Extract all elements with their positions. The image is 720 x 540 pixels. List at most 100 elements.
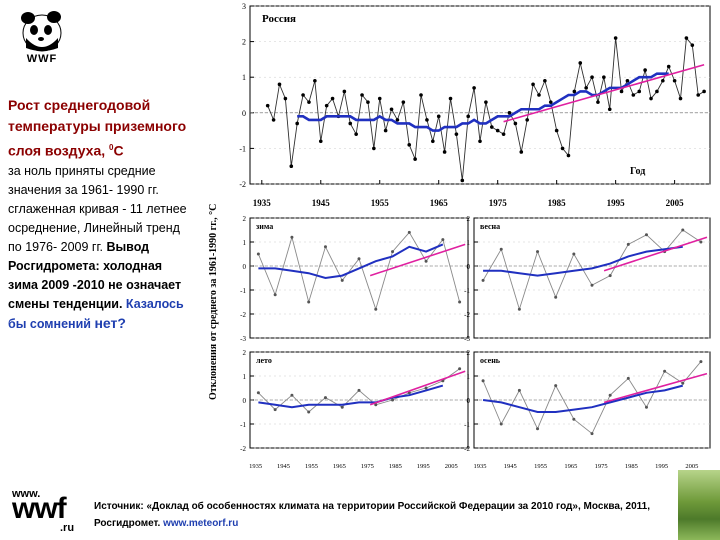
annual-point-0 — [666, 64, 671, 69]
trend-line-4 — [603, 372, 708, 404]
trend-line-3 — [369, 370, 466, 406]
method-text: за ноль приняты средние значения за 1961… — [8, 163, 187, 254]
annual-point-4 — [681, 381, 685, 385]
y-tick-label-4-3: -1 — [464, 421, 470, 429]
annual-point-0 — [543, 78, 547, 83]
annual-point-1 — [323, 245, 327, 249]
annual-point-0 — [330, 96, 335, 101]
y-tick-label-1-2: 0 — [243, 263, 247, 271]
y-tick-label-0-1: 2 — [242, 38, 246, 47]
annual-point-0 — [501, 132, 506, 136]
trend-line-1 — [369, 243, 466, 277]
annual-point-1 — [340, 278, 344, 282]
annual-point-0 — [596, 100, 600, 104]
annual-point-0 — [590, 75, 594, 79]
annual-point-4 — [536, 427, 540, 431]
description-text: за ноль приняты средние значения за 1961… — [8, 162, 188, 334]
annual-point-0 — [283, 96, 288, 101]
annual-point-2 — [517, 307, 521, 311]
annual-point-4 — [663, 369, 667, 373]
annual-point-3 — [273, 408, 277, 412]
bottom-left-x-label-3: 1965 — [333, 463, 346, 470]
bottom-left-x-label-0: 1935 — [249, 463, 262, 470]
annual-point-0 — [572, 89, 577, 94]
annual-point-1 — [441, 238, 445, 242]
y-tick-label-2-4: -2 — [464, 311, 470, 319]
annual-point-0 — [631, 93, 636, 97]
chart-title-0: Россия — [262, 13, 296, 25]
annual-point-2 — [590, 283, 594, 287]
annual-point-0 — [436, 114, 441, 119]
bottom-left-x-label-1: 1945 — [277, 463, 290, 470]
annual-point-2 — [481, 278, 485, 282]
x-tick-label-0-1: 1945 — [312, 198, 331, 208]
annual-point-3 — [256, 391, 260, 395]
annual-point-1 — [273, 293, 277, 297]
annual-point-1 — [374, 307, 378, 311]
x-tick-label-0-7: 2005 — [666, 198, 685, 208]
annual-point-0 — [289, 164, 294, 168]
annual-point-0 — [566, 153, 571, 158]
annual-point-0 — [265, 103, 270, 108]
annual-point-0 — [661, 78, 665, 83]
source-citation: Источник: «Доклад об особенностях климат… — [94, 498, 704, 532]
y-tick-label-1-0: 2 — [243, 215, 247, 223]
bottom-right-x-label-4: 1975 — [595, 463, 608, 470]
x-tick-label-0-0: 1935 — [253, 198, 272, 208]
annual-point-0 — [383, 128, 388, 133]
bottom-left-x-label-4: 1975 — [361, 463, 374, 470]
annual-point-0 — [354, 132, 358, 136]
annual-point-0 — [318, 139, 323, 144]
annual-point-2 — [626, 242, 630, 246]
annual-point-0 — [537, 93, 541, 97]
wwf-logo: WWF — [18, 8, 66, 68]
annual-point-0 — [442, 150, 447, 154]
annual-point-2 — [536, 250, 540, 254]
title-degree: 0 — [109, 143, 114, 152]
annual-point-0 — [342, 89, 347, 94]
annual-point-0 — [619, 89, 624, 94]
annual-point-0 — [702, 89, 706, 94]
y-tick-label-0-4: -1 — [239, 144, 246, 153]
annual-point-0 — [466, 114, 471, 119]
annual-point-0 — [313, 78, 317, 83]
logo-ru: .ru — [60, 522, 75, 534]
y-tick-label-1-1: 1 — [243, 239, 247, 247]
wwf-ru-logo[interactable]: www. wwf .ru — [10, 488, 90, 538]
chart-frame-1 — [249, 217, 469, 339]
bottom-right-x-label-5: 1985 — [625, 463, 638, 470]
corner-photo — [678, 470, 720, 540]
annual-point-0 — [277, 82, 282, 87]
annual-point-0 — [395, 118, 400, 122]
y-tick-label-3-2: 0 — [243, 397, 247, 405]
bottom-right-x-label-2: 1955 — [534, 463, 547, 470]
y-tick-label-4-1: 1 — [467, 373, 471, 381]
source-link[interactable]: www.meteorf.ru — [163, 518, 239, 529]
annual-point-0 — [460, 178, 465, 183]
annual-point-0 — [637, 89, 642, 94]
annual-point-3 — [458, 367, 462, 371]
logo-wwf: wwf — [12, 492, 67, 525]
annual-point-0 — [625, 78, 630, 83]
y-tick-label-0-3: 0 — [242, 109, 246, 118]
question-text: Казалось бы сомнений нет? — [8, 297, 184, 331]
temperature-charts: Отклонения от среднего за 1961-1990 гг.,… — [198, 0, 720, 470]
logo-www: www. — [12, 488, 41, 500]
annual-point-0 — [372, 146, 376, 151]
x-tick-label-0-6: 1995 — [607, 198, 626, 208]
annual-point-0 — [489, 125, 494, 129]
x-tick-label-0-3: 1965 — [430, 198, 449, 208]
y-tick-label-2-5: -3 — [464, 335, 470, 343]
y-axis-label: Отклонения от среднего за 1961-1990 гг.,… — [208, 204, 219, 400]
y-tick-label-2-1: 1 — [467, 239, 471, 247]
annual-point-0 — [507, 111, 512, 115]
annual-point-3 — [340, 405, 344, 409]
annual-point-0 — [525, 118, 529, 122]
chart-title-2: весна — [480, 222, 500, 231]
y-tick-label-2-0: 2 — [467, 215, 471, 223]
y-tick-label-4-0: 2 — [467, 349, 471, 357]
annual-point-4 — [590, 432, 594, 436]
annual-point-0 — [495, 128, 500, 133]
trend-line-2 — [603, 236, 708, 272]
y-tick-label-0-2: 1 — [242, 73, 246, 82]
